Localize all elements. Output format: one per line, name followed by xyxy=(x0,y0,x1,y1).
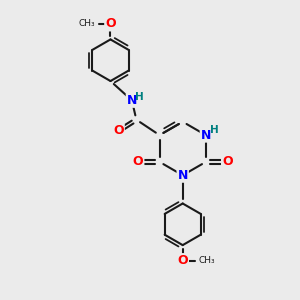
Text: N: N xyxy=(127,94,137,107)
Text: CH₃: CH₃ xyxy=(198,256,215,265)
Text: O: O xyxy=(113,124,124,137)
Text: O: O xyxy=(177,254,188,267)
Text: H: H xyxy=(135,92,144,102)
Text: O: O xyxy=(222,155,232,168)
Text: O: O xyxy=(133,155,143,168)
Text: CH₃: CH₃ xyxy=(79,20,95,28)
Text: O: O xyxy=(105,17,116,31)
Text: H: H xyxy=(210,125,219,135)
Text: N: N xyxy=(178,169,188,182)
Text: N: N xyxy=(201,129,211,142)
